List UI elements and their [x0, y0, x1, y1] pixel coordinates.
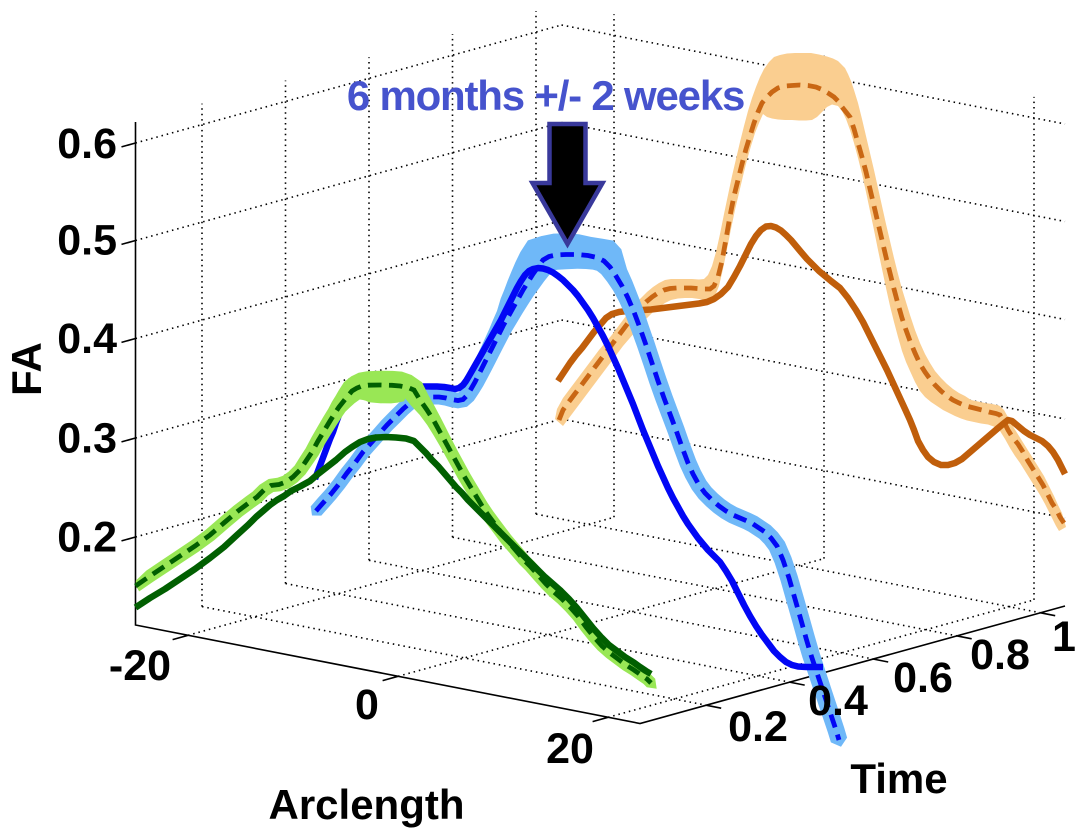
- svg-text:20: 20: [546, 725, 594, 773]
- svg-text:0.6: 0.6: [893, 654, 953, 702]
- svg-text:-20: -20: [109, 642, 171, 690]
- svg-text:0.4: 0.4: [57, 315, 117, 363]
- svg-text:0.5: 0.5: [57, 217, 117, 265]
- svg-text:1: 1: [1052, 613, 1076, 661]
- svg-text:0: 0: [355, 681, 379, 729]
- svg-text:0.3: 0.3: [57, 415, 117, 463]
- svg-text:6 months +/- 2 weeks: 6 months +/- 2 weeks: [347, 72, 744, 119]
- svg-text:0.2: 0.2: [728, 703, 788, 751]
- svg-text:0.6: 0.6: [57, 120, 117, 168]
- svg-text:0.4: 0.4: [808, 677, 868, 725]
- svg-text:0.2: 0.2: [57, 514, 117, 562]
- svg-text:FA: FA: [3, 342, 50, 396]
- svg-text:0.8: 0.8: [970, 631, 1030, 679]
- svg-text:Arclength: Arclength: [268, 781, 464, 828]
- svg-text:Time: Time: [850, 755, 947, 802]
